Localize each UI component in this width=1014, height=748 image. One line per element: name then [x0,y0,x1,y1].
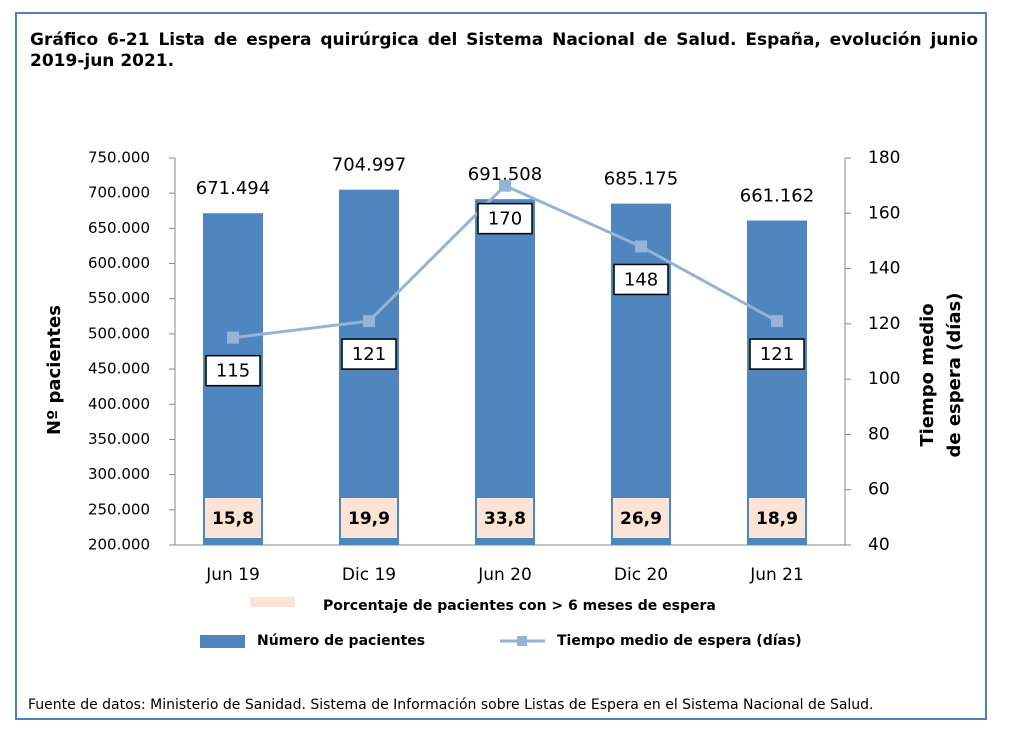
line-marker [363,315,375,328]
legend-label: Porcentaje de pacientes con > 6 meses de… [323,598,716,614]
y2-axis-label: de espera (días) [944,292,965,457]
line-label-box [613,263,669,296]
y-tick-label: 650.000 [88,219,150,237]
chart-title: Gráfico 6-21 Lista de espera quirúrgica … [30,30,978,71]
y-tick-label: 450.000 [88,360,150,378]
percent-box [341,498,397,538]
percent-box [205,498,261,538]
y-tick-label: 400.000 [88,395,150,413]
line-label-box [205,354,261,387]
percent-label: 19,9 [348,509,390,529]
y2-tick-label: 140 [868,259,900,279]
bar-value-label: 685.175 [604,169,678,190]
line-marker [499,179,511,192]
legend-swatch [200,635,245,648]
bar [747,220,807,545]
y2-tick-label: 80 [868,424,890,444]
bar-value-label: 671.494 [196,178,270,199]
bar-value-label: 661.162 [740,186,814,207]
line-value-label: 170 [488,209,522,230]
y-tick-label: 500.000 [88,324,150,342]
y2-tick-label: 100 [868,369,900,389]
x-tick-label: Jun 20 [477,565,532,585]
y2-tick-label: 40 [868,535,890,555]
percent-box [613,498,669,538]
x-tick-label: Jun 19 [205,565,260,585]
legend-swatch [250,597,295,607]
percent-label: 26,9 [620,509,662,529]
legend-label: Tiempo medio de espera (días) [557,633,802,649]
percent-label: 18,9 [756,509,798,529]
line-value-label: 121 [760,344,794,365]
legend-label: Número de pacientes [257,633,425,649]
line-value-label: 115 [216,361,250,382]
percent-box [477,498,533,538]
legend-swatch [517,636,527,646]
x-tick-label: Jun 21 [749,565,804,585]
y-tick-label: 300.000 [88,465,150,483]
line-label-box [341,338,397,370]
y-axis-label: Nº pacientes [44,305,65,435]
x-tick-label: Dic 19 [342,565,396,585]
x-tick-label: Dic 20 [614,565,668,585]
frame [15,12,987,720]
bar [475,199,535,545]
line-label-box [749,338,805,370]
y-tick-label: 600.000 [88,254,150,272]
percent-label: 15,8 [212,509,254,529]
y2-tick-label: 180 [868,148,900,168]
percent-label: 33,8 [484,509,526,529]
y-tick-label: 750.000 [88,149,150,167]
y-tick-label: 250.000 [88,500,150,518]
y-tick-label: 550.000 [88,289,150,307]
line-value-label: 121 [352,344,386,365]
line-label-box [477,202,533,235]
y-tick-label: 200.000 [88,536,150,554]
y-tick-label: 350.000 [88,430,150,448]
y2-axis-label: Tiempo medio [917,303,938,446]
y2-tick-label: 60 [868,480,890,500]
source: Fuente de datos: Ministerio de Sanidad. … [28,697,874,713]
line-marker [771,315,783,328]
y2-tick-label: 120 [868,314,900,334]
bar-value-label: 691.508 [468,164,542,185]
bar [611,203,671,545]
percent-box [749,498,805,538]
line-marker [635,240,647,253]
y2-tick-label: 160 [868,203,900,223]
bar-value-label: 704.997 [332,155,406,176]
line-marker [227,331,239,344]
y-tick-label: 700.000 [88,184,150,202]
line-value-label: 148 [624,269,658,290]
